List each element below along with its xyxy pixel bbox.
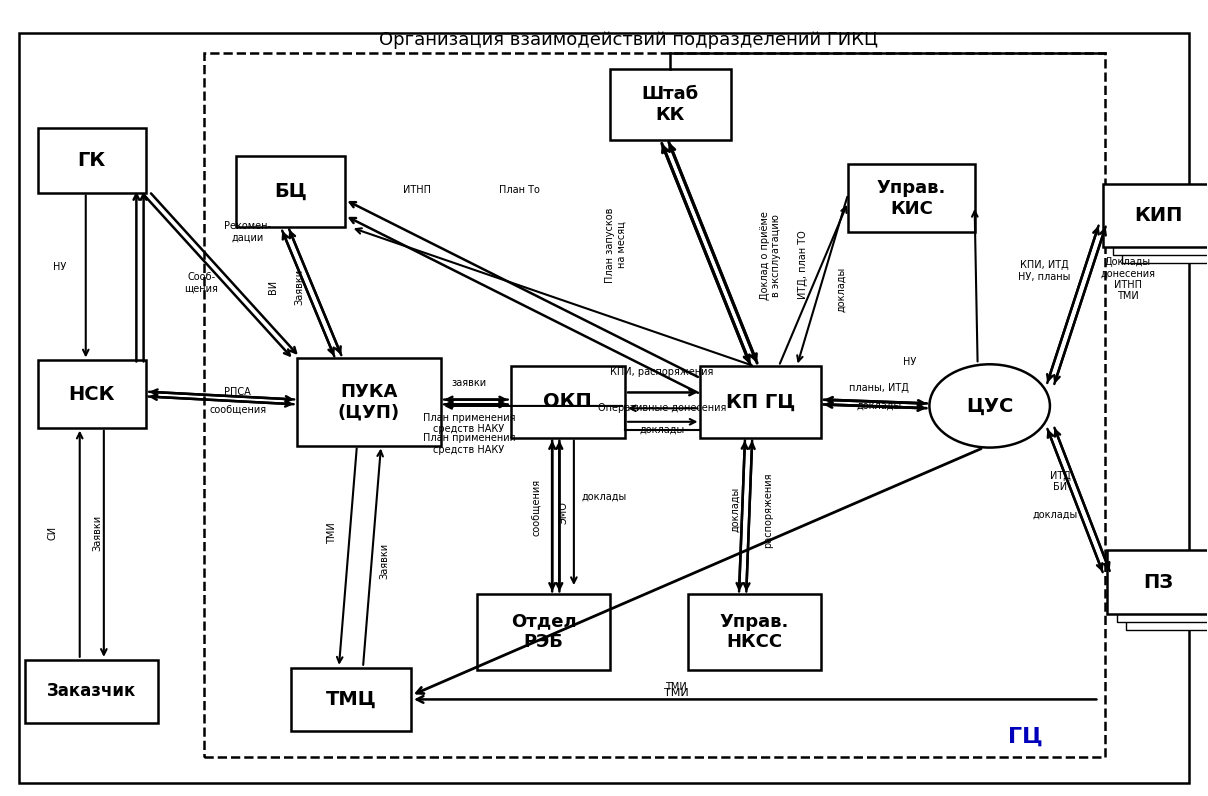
Text: План запусков
на месяц: План запусков на месяц bbox=[605, 207, 627, 283]
Text: доклады: доклады bbox=[856, 401, 901, 411]
Text: ТМИ: ТМИ bbox=[326, 522, 337, 544]
Text: Заявки: Заявки bbox=[294, 269, 304, 305]
Text: ЦУС: ЦУС bbox=[966, 396, 1014, 416]
Text: распоряжения: распоряжения bbox=[763, 473, 773, 548]
Text: ТМИ: ТМИ bbox=[666, 681, 687, 692]
FancyBboxPatch shape bbox=[237, 156, 344, 228]
Text: ТМИ: ТМИ bbox=[664, 688, 689, 698]
FancyBboxPatch shape bbox=[1122, 200, 1208, 263]
Text: План применения
средств НАКУ: План применения средств НАКУ bbox=[423, 433, 516, 455]
Text: заявки: заявки bbox=[452, 378, 487, 388]
Text: доклады: доклады bbox=[836, 267, 847, 312]
Text: доклады: доклады bbox=[581, 492, 627, 502]
FancyBboxPatch shape bbox=[37, 361, 146, 427]
Text: БЦ: БЦ bbox=[274, 182, 307, 201]
Text: Заявки: Заявки bbox=[379, 543, 390, 579]
Text: Доклады
донесения
ИТНП
ТМИ: Доклады донесения ИТНП ТМИ bbox=[1100, 256, 1156, 302]
Text: ИТД, план ТО: ИТД, план ТО bbox=[797, 230, 808, 299]
FancyBboxPatch shape bbox=[37, 127, 146, 193]
Text: доклады: доклады bbox=[1033, 509, 1078, 520]
Text: доклады: доклады bbox=[731, 486, 741, 532]
FancyBboxPatch shape bbox=[1127, 566, 1208, 630]
Text: План То: План То bbox=[499, 185, 540, 195]
Text: ИТНП: ИТНП bbox=[403, 185, 431, 195]
Text: ТМЦ: ТМЦ bbox=[325, 690, 376, 709]
Text: ИТД
БИ: ИТД БИ bbox=[1050, 470, 1070, 492]
Text: План применения
средств НАКУ: План применения средств НАКУ bbox=[423, 412, 516, 434]
FancyBboxPatch shape bbox=[1113, 192, 1208, 256]
Text: доклады: доклады bbox=[639, 425, 685, 435]
Text: планы, ИТД: планы, ИТД bbox=[849, 384, 908, 393]
Text: сообщения: сообщения bbox=[209, 404, 266, 414]
Text: ВИ: ВИ bbox=[267, 280, 278, 294]
FancyBboxPatch shape bbox=[848, 165, 975, 232]
Ellipse shape bbox=[929, 365, 1050, 447]
Text: КИП: КИП bbox=[1134, 206, 1183, 225]
Text: КПИ, ИТД
НУ, планы: КПИ, ИТД НУ, планы bbox=[1018, 260, 1070, 282]
Text: Организация взаимодействий подразделений ГИКЦ: Организация взаимодействий подразделений… bbox=[378, 31, 877, 49]
Text: КПИ, распоряжения: КПИ, распоряжения bbox=[610, 367, 714, 377]
Text: Штаб
КК: Штаб КК bbox=[641, 85, 699, 124]
FancyBboxPatch shape bbox=[610, 68, 731, 140]
FancyBboxPatch shape bbox=[1117, 558, 1208, 622]
Text: НУ: НУ bbox=[902, 357, 917, 367]
Text: ГК: ГК bbox=[77, 150, 106, 170]
Text: ПЗ: ПЗ bbox=[1143, 572, 1173, 591]
Text: ГЦ: ГЦ bbox=[1007, 727, 1043, 747]
FancyBboxPatch shape bbox=[1103, 184, 1208, 248]
FancyBboxPatch shape bbox=[297, 358, 441, 446]
Text: сообщения: сообщения bbox=[532, 479, 541, 536]
Text: РПСА: РПСА bbox=[225, 387, 251, 396]
Text: Отдел
РЭБ: Отдел РЭБ bbox=[511, 613, 576, 651]
FancyBboxPatch shape bbox=[689, 595, 821, 669]
Text: НСК: НСК bbox=[69, 384, 115, 404]
Text: ЭМО: ЭМО bbox=[558, 501, 568, 525]
Text: Заказчик: Заказчик bbox=[47, 682, 137, 700]
Text: Оперативные донесения: Оперативные донесения bbox=[598, 403, 726, 412]
Text: Заявки: Заявки bbox=[93, 515, 103, 551]
Text: Управ.
НКСС: Управ. НКСС bbox=[720, 613, 789, 651]
Text: КП ГЦ: КП ГЦ bbox=[726, 392, 795, 412]
Text: Управ.
КИС: Управ. КИС bbox=[877, 179, 946, 217]
FancyBboxPatch shape bbox=[25, 660, 158, 724]
Text: Доклад о приёме
в эксплуатацию: Доклад о приёме в эксплуатацию bbox=[760, 211, 782, 299]
Text: ПУКА
(ЦУП): ПУКА (ЦУП) bbox=[338, 383, 400, 421]
FancyBboxPatch shape bbox=[291, 668, 411, 732]
Text: ОКП: ОКП bbox=[544, 392, 592, 412]
FancyBboxPatch shape bbox=[477, 595, 610, 669]
FancyBboxPatch shape bbox=[701, 366, 821, 438]
FancyBboxPatch shape bbox=[1108, 550, 1208, 614]
Text: Сооб-
щения: Сооб- щения bbox=[185, 272, 219, 294]
Text: СИ: СИ bbox=[47, 526, 57, 540]
FancyBboxPatch shape bbox=[511, 366, 625, 438]
Text: Рекомен-
дации: Рекомен- дации bbox=[225, 220, 272, 242]
Text: НУ: НУ bbox=[53, 262, 66, 272]
